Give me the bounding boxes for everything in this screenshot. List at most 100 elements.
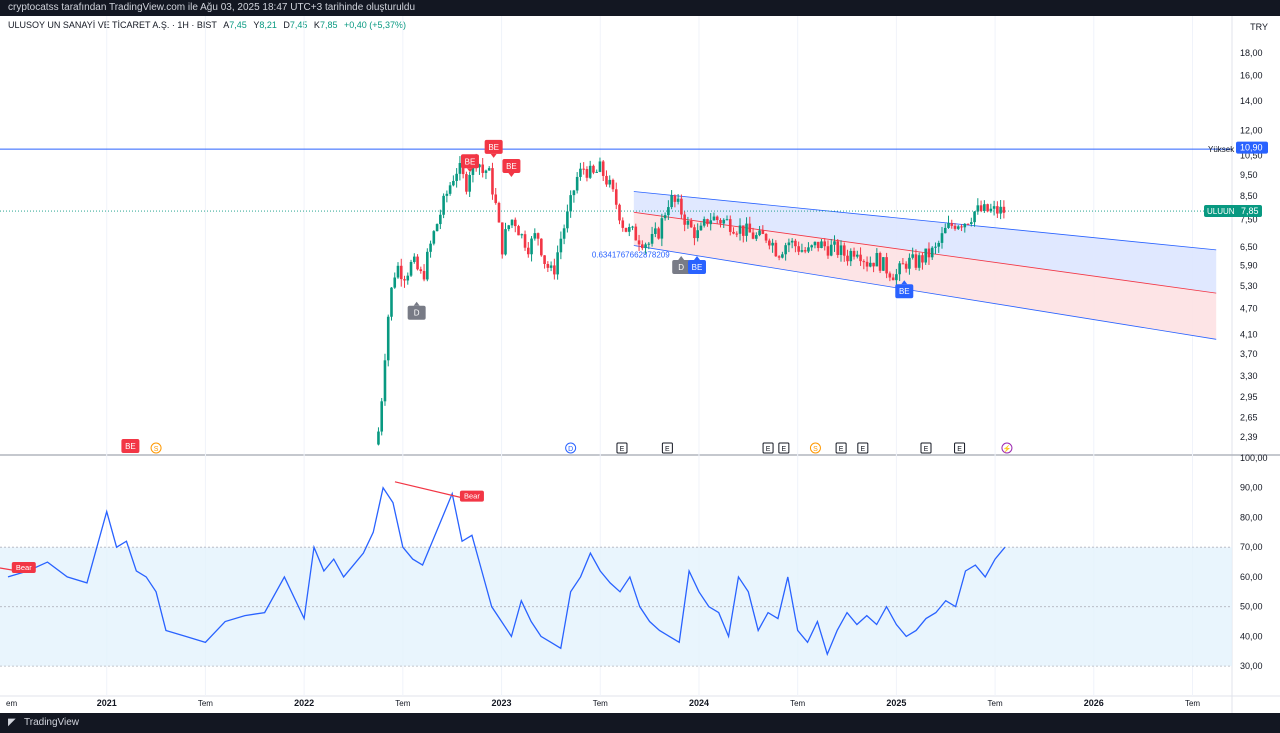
candle-body [468,174,471,192]
candle-body [579,168,582,177]
candle-body [735,233,739,235]
price-tick-label: 4,70 [1240,304,1258,314]
candle-body [983,204,986,212]
candle-body [823,241,827,247]
candle-body [963,223,967,228]
symbol-price-tag [1204,205,1262,218]
candle-body [683,214,686,225]
candle-body [448,185,452,194]
flash-text: ⚡ [1003,444,1012,453]
bear-label-badge [459,490,484,502]
candle-body [556,252,559,275]
dividend-text: S [154,446,159,453]
candle-body [937,242,941,247]
candle-body [585,169,589,178]
earnings-text: E [924,446,929,453]
earnings-icon [954,442,966,454]
candle-body [836,241,840,255]
candle-body [582,168,585,170]
candle-body [396,265,400,278]
candle-body [406,275,410,281]
bear-label-text: Bear [16,563,32,572]
candle-body [487,168,491,171]
candle-body [432,231,436,244]
event-sell-text: BE [125,442,136,451]
candle-body [641,244,644,249]
candle-body [549,265,553,268]
currency-label: TRY [1250,22,1268,32]
signal-marker-pointer [508,172,515,177]
candle-body [833,241,836,245]
candle-body [478,164,481,168]
candle-body [732,231,735,234]
candle-body [663,215,667,219]
candle-body [761,230,765,234]
time-tick-label: Tem [593,699,608,708]
signal-marker [460,154,479,169]
candle-body [484,170,488,173]
candle-body [526,247,530,255]
earnings-icon [835,442,847,454]
candle-body [377,431,380,445]
candle-body [429,243,432,252]
earnings-text: E [782,446,787,453]
signal-marker [484,139,503,154]
candle-body [803,250,807,252]
candle-body [530,238,533,255]
channel-lower-fill [633,212,1217,340]
time-tick-label: 2024 [689,698,709,708]
low-label: D [283,20,290,30]
signal-marker-text: BE [465,157,476,166]
dividend-icon [809,442,821,454]
candle-body [979,205,983,212]
time-tick-label: 2025 [886,698,906,708]
candle-body [562,228,566,239]
candle-body [989,208,993,212]
channel-label: 0.6341767662878209 [592,250,670,259]
candle-body [882,257,885,271]
candle-body [559,238,563,253]
earnings-icon [920,442,932,454]
candle-body [722,219,726,224]
candle-body [986,204,989,212]
candle-body [790,240,794,243]
candle-body [575,176,579,191]
candle-body [507,225,511,230]
candle-body [572,190,576,196]
attribution-bar: cryptocatss tarafından TradingView.com i… [0,0,1280,16]
change-value: +0,40 (+5,37%) [343,20,407,30]
candle-body [970,222,973,224]
candle-body [399,265,403,280]
split-icon [565,442,577,454]
high-value: 8,21 [259,20,277,30]
event-sell-badge [121,439,140,453]
signal-marker-pointer [466,168,473,173]
price-tick-label: 16,00 [1240,71,1263,81]
candle-body [921,255,924,263]
rsi-tick-label: 90,00 [1240,483,1263,493]
symbol-name: ULUSOY UN SANAYİ VE TİCARET A.Ş. · 1H · … [8,20,217,30]
candle-body [924,248,928,263]
candle-body [862,261,866,263]
earnings-text: E [957,446,962,453]
tradingview-logo-icon: ◤ [8,717,16,728]
candle-body [885,257,888,274]
candle-body [592,165,595,173]
high-price-tag-text: 10,90 [1240,143,1263,153]
signal-marker-text: BE [899,287,910,296]
signal-marker-pointer [413,301,420,306]
time-tick-label: 2023 [492,698,512,708]
price-tick-label: 10,50 [1240,151,1263,161]
candle-body [745,223,748,236]
price-chart[interactable]: 18,00 16,00 14,00 12,00 10,50 9,50 8,50 7,50 6,5… [0,16,1280,713]
candle-body [878,253,882,271]
candle-body [546,263,550,268]
candle-body [875,253,879,267]
candle-body [956,226,960,229]
candle-body [950,223,954,226]
candle-body [826,246,830,256]
candle-body [461,163,465,175]
candle-body [455,173,458,181]
candle-body [813,241,817,246]
candle-body [510,219,514,226]
